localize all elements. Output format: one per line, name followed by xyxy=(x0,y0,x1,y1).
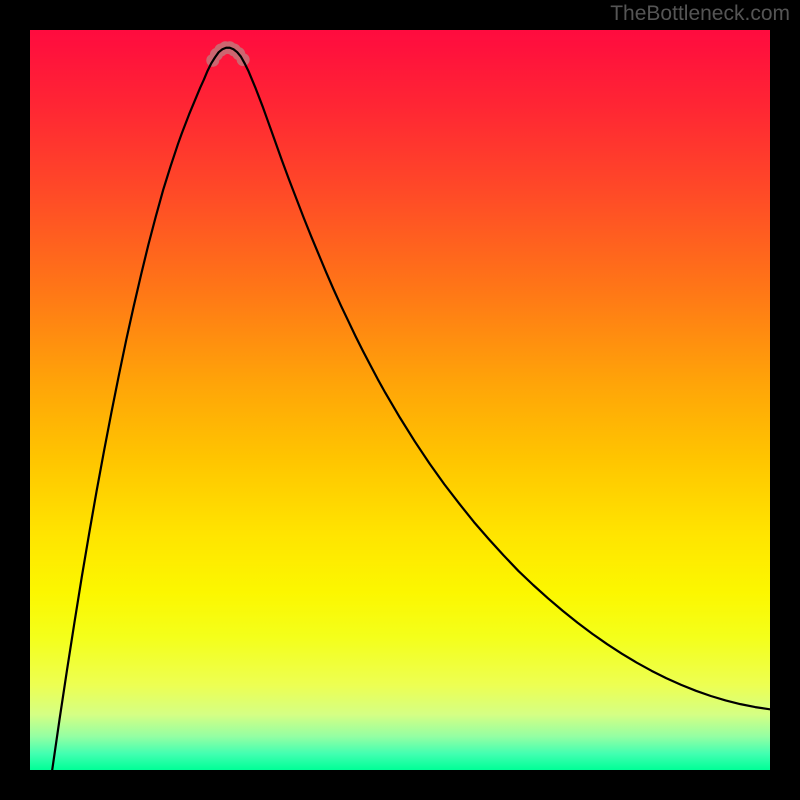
watermark-text: TheBottleneck.com xyxy=(610,2,790,26)
chart-svg xyxy=(30,30,770,770)
chart-plot-area xyxy=(30,30,770,770)
bottleneck-curve xyxy=(52,48,770,770)
